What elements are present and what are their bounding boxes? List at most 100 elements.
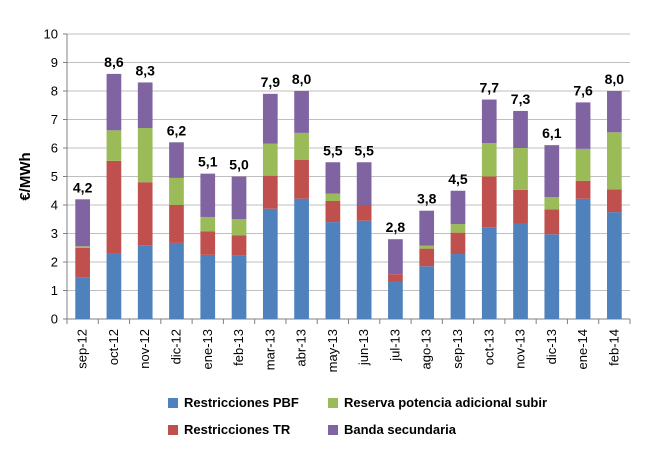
bar-reserva-potencia-adicional-subir-mar-13 — [262, 143, 278, 176]
x-tick-label-ene-13: ene-13 — [200, 329, 215, 369]
bar-banda-secundaria-nov-13 — [513, 110, 528, 148]
bar-restricciones-pbf-mar-13 — [262, 208, 278, 319]
bar-banda-secundaria-feb-13 — [231, 176, 247, 220]
x-tick-label-ene-14: ene-14 — [575, 329, 590, 369]
y-axis-label: €/MWh — [17, 152, 34, 200]
legend-swatch-reserva-potencia — [328, 397, 338, 408]
bar-reserva-potencia-adicional-subir-may-13 — [325, 193, 341, 202]
bar-restricciones-tr-feb-14 — [607, 189, 622, 213]
bar-restricciones-pbf-jul-13 — [388, 281, 403, 319]
bar-restricciones-tr-may-13 — [325, 201, 341, 223]
x-tick-label-may-13: may-13 — [325, 329, 340, 372]
legend-item-restricciones-pbf: Restricciones PBF — [168, 395, 299, 410]
y-tick-label-7: 7 — [51, 112, 58, 127]
bar-reserva-potencia-adicional-subir-nov-13 — [513, 148, 528, 190]
x-tick-label-nov-12: nov-12 — [137, 329, 152, 369]
legend: Restricciones PBF Reserva potencia adici… — [168, 392, 608, 442]
total-label-jun-13: 5,5 — [354, 142, 374, 158]
bar-restricciones-tr-feb-13 — [231, 235, 247, 256]
bar-reserva-potencia-adicional-subir-oct-13 — [481, 143, 497, 177]
total-label-feb-13: 5,0 — [229, 157, 249, 173]
y-tick-label-3: 3 — [51, 226, 58, 241]
bar-restricciones-pbf-sep-13 — [450, 254, 466, 319]
bar-banda-secundaria-feb-14 — [607, 91, 622, 133]
total-label-nov-12: 8,3 — [135, 62, 155, 78]
bar-reserva-potencia-adicional-subir-feb-14 — [607, 132, 622, 190]
bar-reserva-potencia-adicional-subir-sep-13 — [450, 224, 466, 233]
bar-restricciones-tr-sep-12 — [75, 247, 90, 278]
total-label-sep-13: 4,5 — [448, 171, 468, 187]
y-tick-label-9: 9 — [51, 55, 58, 70]
bar-restricciones-tr-dic-12 — [169, 205, 184, 243]
bar-restricciones-pbf-sep-12 — [75, 277, 90, 319]
bar-restricciones-pbf-may-13 — [325, 222, 341, 319]
total-label-nov-13: 7,3 — [511, 91, 531, 107]
legend-swatch-banda-secundaria — [328, 424, 338, 435]
y-tick-label-8: 8 — [51, 84, 58, 99]
bar-reserva-potencia-adicional-subir-abr-13 — [294, 132, 309, 160]
bar-banda-secundaria-ene-13 — [200, 173, 216, 217]
bar-banda-secundaria-mar-13 — [262, 93, 278, 144]
bar-restricciones-pbf-nov-13 — [513, 223, 528, 319]
total-label-abr-13: 8,0 — [292, 71, 312, 87]
bar-restricciones-pbf-abr-13 — [294, 198, 309, 319]
total-label-dic-12: 6,2 — [167, 122, 187, 138]
total-label-oct-13: 7,7 — [480, 80, 500, 96]
bar-restricciones-tr-ene-13 — [200, 231, 216, 255]
total-label-sep-12: 4,2 — [73, 179, 93, 195]
total-label-ene-14: 7,6 — [573, 82, 593, 98]
legend-swatch-restricciones-pbf — [168, 397, 178, 408]
bar-restricciones-pbf-feb-14 — [607, 212, 622, 319]
legend-label-restricciones-pbf: Restricciones PBF — [184, 395, 299, 410]
total-label-jul-13: 2,8 — [386, 219, 406, 235]
bar-restricciones-tr-jun-13 — [356, 205, 372, 221]
bar-reserva-potencia-adicional-subir-nov-12 — [137, 128, 153, 183]
total-label-mar-13: 7,9 — [261, 74, 281, 90]
x-tick-label-abr-13: abr-13 — [294, 329, 309, 367]
bar-reserva-potencia-adicional-subir-ago-13 — [419, 245, 435, 249]
legend-swatch-restricciones-tr — [168, 424, 178, 435]
x-tick-label-nov-13: nov-13 — [513, 329, 528, 369]
bar-restricciones-tr-ago-13 — [419, 248, 435, 267]
bar-banda-secundaria-oct-13 — [481, 99, 497, 144]
x-tick-label-feb-13: feb-13 — [231, 329, 246, 366]
bar-restricciones-tr-jul-13 — [388, 274, 403, 282]
bar-restricciones-tr-sep-13 — [450, 232, 466, 255]
bar-banda-secundaria-oct-12 — [106, 73, 122, 131]
bar-restricciones-tr-ene-14 — [575, 180, 591, 199]
x-tick-label-sep-13: sep-13 — [450, 329, 465, 369]
bar-restricciones-tr-oct-13 — [481, 176, 497, 228]
y-tick-label-5: 5 — [51, 169, 58, 184]
bar-restricciones-tr-nov-12 — [137, 182, 153, 246]
bar-banda-secundaria-sep-12 — [75, 199, 90, 247]
legend-item-restricciones-tr: Restricciones TR — [168, 422, 290, 437]
x-tick-label-jun-13: jun-13 — [356, 329, 371, 366]
bar-restricciones-tr-dic-13 — [544, 209, 560, 235]
bar-restricciones-pbf-dic-13 — [544, 234, 560, 319]
bar-restricciones-pbf-oct-13 — [481, 227, 497, 319]
y-tick-label-0: 0 — [51, 312, 58, 327]
bar-banda-secundaria-dic-12 — [169, 142, 184, 178]
legend-label-reserva-potencia: Reserva potencia adicional subir — [344, 395, 548, 410]
x-tick-label-dic-12: dic-12 — [168, 329, 183, 364]
bar-restricciones-pbf-jun-13 — [356, 220, 372, 319]
total-label-oct-12: 8,6 — [104, 54, 124, 70]
bar-restricciones-pbf-feb-13 — [231, 255, 247, 319]
bar-restricciones-tr-abr-13 — [294, 159, 309, 199]
bar-restricciones-pbf-oct-12 — [106, 253, 122, 319]
y-tick-label-10: 10 — [44, 27, 58, 42]
total-label-ene-13: 5,1 — [198, 154, 218, 170]
legend-item-banda-secundaria: Banda secundaria — [328, 422, 456, 437]
x-tick-label-jul-13: jul-13 — [387, 329, 402, 362]
y-tick-label-1: 1 — [51, 283, 58, 298]
bar-restricciones-tr-nov-13 — [513, 189, 528, 224]
bar-banda-secundaria-may-13 — [325, 162, 341, 194]
bar-banda-secundaria-jul-13 — [388, 239, 403, 275]
bar-restricciones-tr-oct-12 — [106, 160, 122, 254]
x-tick-label-mar-13: mar-13 — [262, 329, 277, 370]
bar-banda-secundaria-dic-13 — [544, 145, 560, 198]
x-tick-label-feb-14: feb-14 — [606, 329, 621, 366]
y-tick-label-4: 4 — [51, 198, 58, 213]
total-label-feb-14: 8,0 — [605, 71, 625, 87]
